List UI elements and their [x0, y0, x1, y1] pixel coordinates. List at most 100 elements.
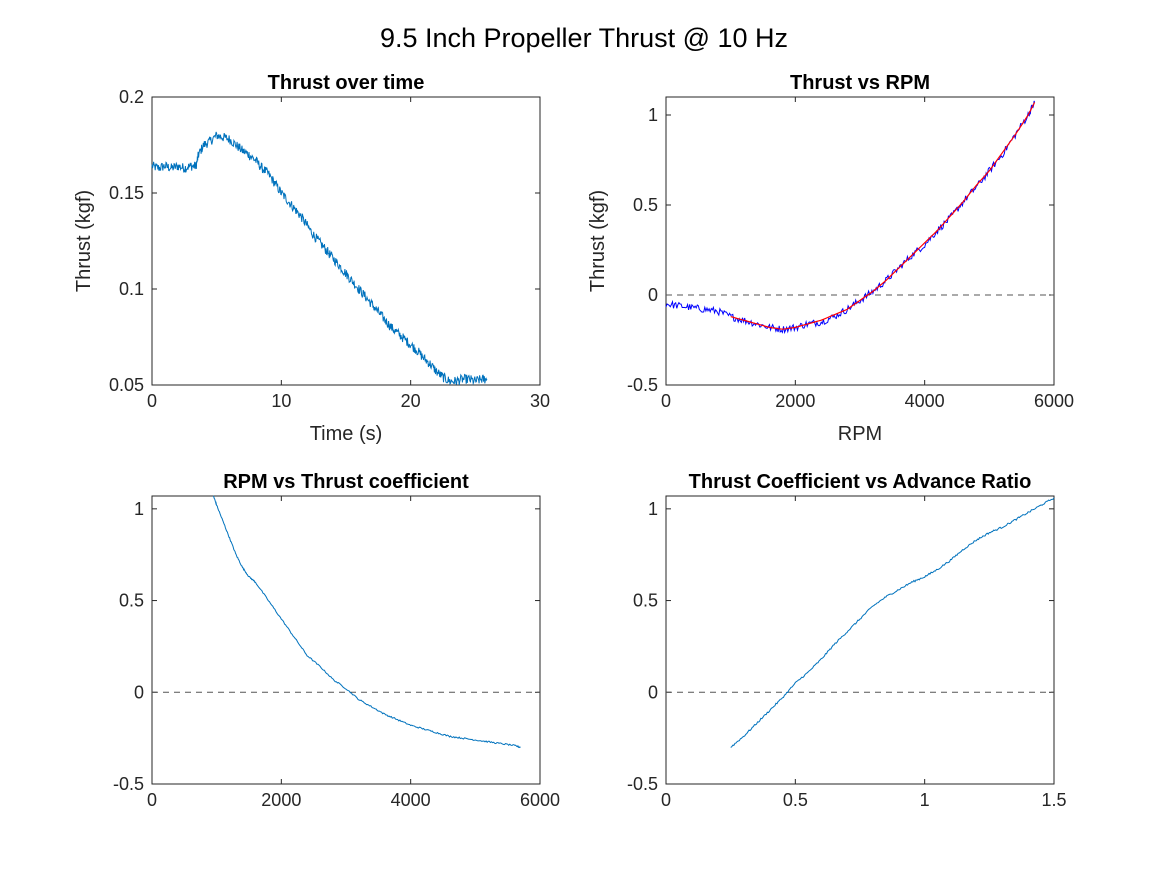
- data-point: [157, 167, 159, 169]
- data-point: [364, 296, 366, 298]
- data-point: [1027, 511, 1029, 513]
- x-tick-label: 0: [661, 790, 671, 810]
- x-tick-label: 1.5: [1041, 790, 1066, 810]
- subplot-title: Thrust over time: [268, 72, 425, 94]
- y-axis-label: Thrust (kgf): [73, 190, 95, 292]
- y-tick-label: 0: [648, 682, 658, 702]
- data-point: [170, 167, 172, 169]
- data-point: [280, 192, 282, 194]
- data-point: [730, 746, 732, 748]
- subplot-thrust-coefficient-vs-advance-ratio: Thrust Coefficient vs Advance Ratio 0 0.5 1…: [627, 471, 1067, 810]
- data-point: [197, 153, 199, 155]
- y-tick-label: 0: [134, 682, 144, 702]
- x-tick-label: 30: [530, 391, 550, 411]
- data-point: [975, 184, 977, 186]
- data-point: [468, 378, 470, 380]
- data-point: [248, 153, 250, 155]
- x-axis-label: RPM: [838, 423, 882, 445]
- data-point: [397, 332, 399, 334]
- data-point: [474, 380, 476, 382]
- data-point: [306, 654, 308, 656]
- data-point: [911, 581, 913, 583]
- y-tick-label: -0.5: [627, 774, 658, 794]
- data-point: [885, 596, 887, 598]
- data-point: [397, 719, 399, 721]
- y-tick-label: 1: [134, 499, 144, 519]
- data-point: [345, 272, 347, 274]
- data-point: [332, 678, 334, 680]
- data-point: [949, 559, 951, 561]
- series-line: [151, 131, 488, 386]
- data-point: [911, 254, 913, 256]
- data-point: [513, 744, 515, 746]
- data-point: [351, 280, 353, 282]
- data-point: [872, 290, 874, 292]
- x-tick-label: 1: [920, 790, 930, 810]
- subplot-rpm-vs-thrust-coefficient: RPM vs Thrust coefficient 0 2000 4000 6000 -0…: [113, 471, 560, 810]
- data-point: [442, 376, 444, 378]
- data-point: [280, 618, 282, 620]
- data-point: [254, 581, 256, 583]
- data-point: [435, 370, 437, 372]
- data-point: [293, 207, 295, 209]
- y-tick-label: 0: [648, 285, 658, 305]
- data-point: [794, 682, 796, 684]
- data-point: [403, 338, 405, 340]
- y-tick-label: 1: [648, 105, 658, 125]
- data-point: [678, 305, 680, 307]
- data-point: [287, 200, 289, 202]
- axes-box: [151, 96, 541, 386]
- data-point: [691, 306, 693, 308]
- data-point: [222, 521, 224, 523]
- data-point: [235, 144, 237, 146]
- data-point: [216, 134, 218, 136]
- data-point: [448, 380, 450, 382]
- data-point: [461, 737, 463, 739]
- x-axis-label: Time (s): [310, 423, 383, 445]
- data-point: [216, 504, 218, 506]
- data-point: [500, 742, 502, 744]
- y-tick-label: -0.5: [627, 375, 658, 395]
- data-point: [846, 631, 848, 633]
- data-point: [781, 328, 783, 330]
- data-point: [949, 215, 951, 217]
- data-point: [859, 299, 861, 301]
- data-point: [846, 308, 848, 310]
- data-point: [228, 138, 230, 140]
- data-point: [267, 599, 269, 601]
- axes-box: [665, 495, 1055, 785]
- data-point: [988, 170, 990, 172]
- data-point: [924, 242, 926, 244]
- data-point: [248, 576, 250, 578]
- data-point: [319, 665, 321, 667]
- data-point: [781, 697, 783, 699]
- data-point: [435, 731, 437, 733]
- data-point: [241, 566, 243, 568]
- data-point: [209, 140, 211, 142]
- data-point: [487, 741, 489, 743]
- data-point: [755, 722, 757, 724]
- data-point: [820, 658, 822, 660]
- data-point: [872, 605, 874, 607]
- y-tick-label: 0.5: [119, 591, 144, 611]
- data-point: [228, 537, 230, 539]
- figure-title: 9.5 Inch Propeller Thrust @ 10 Hz: [380, 23, 788, 53]
- data-point: [807, 323, 809, 325]
- x-tick-label: 2000: [775, 391, 815, 411]
- data-point: [332, 257, 334, 259]
- data-point: [962, 548, 964, 550]
- data-point: [833, 314, 835, 316]
- data-point: [898, 267, 900, 269]
- data-point: [768, 709, 770, 711]
- data-point: [742, 735, 744, 737]
- data-point: [481, 378, 483, 380]
- x-tick-label: 0: [661, 391, 671, 411]
- data-point: [742, 319, 744, 321]
- data-point: [235, 554, 237, 556]
- data-point: [241, 150, 243, 152]
- data-point: [371, 303, 373, 305]
- x-tick-label: 4000: [391, 790, 431, 810]
- data-point: [461, 378, 463, 380]
- data-point: [151, 165, 153, 167]
